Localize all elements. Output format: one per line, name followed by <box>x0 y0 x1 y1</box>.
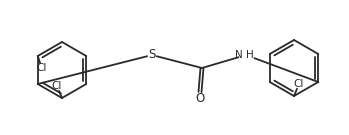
Text: H: H <box>246 50 254 60</box>
Text: Cl: Cl <box>52 81 62 91</box>
Text: N: N <box>235 50 243 60</box>
Text: Cl: Cl <box>37 63 47 73</box>
Text: S: S <box>148 48 156 62</box>
Text: Cl: Cl <box>294 79 304 89</box>
Text: O: O <box>195 92 205 104</box>
